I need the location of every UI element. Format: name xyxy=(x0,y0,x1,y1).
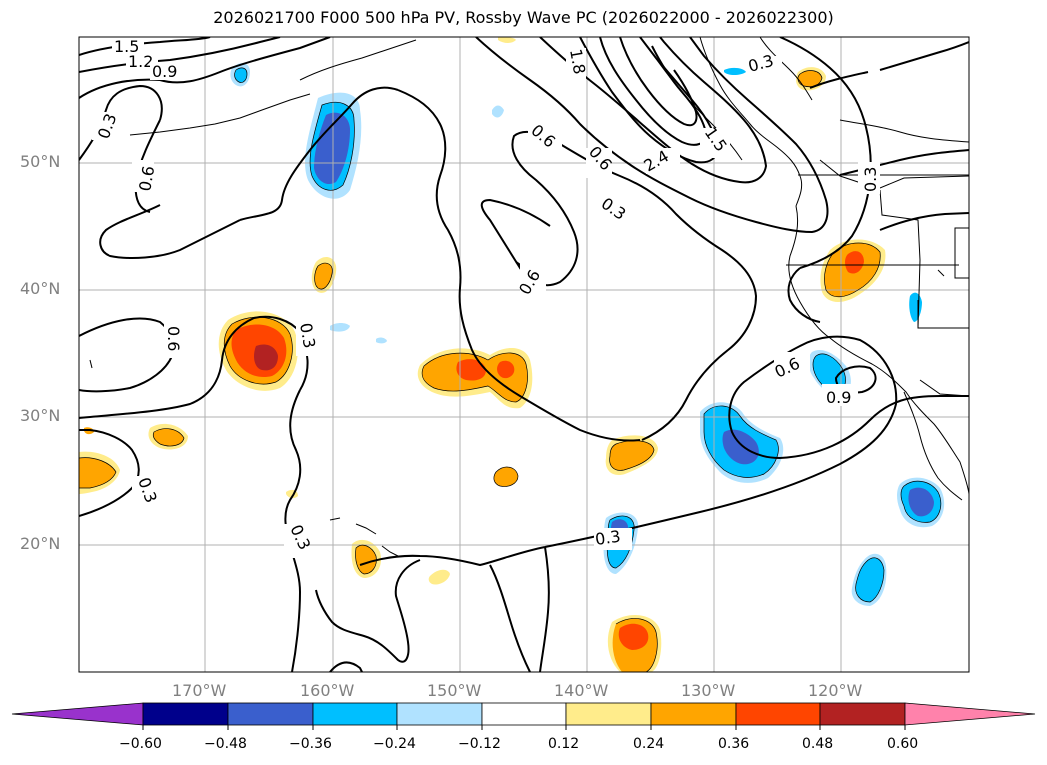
lon-label: 120°W xyxy=(808,681,863,700)
lat-label: 30°N xyxy=(20,406,61,425)
colorbar-tick-label: 0.36 xyxy=(718,736,750,752)
anomaly-fills xyxy=(79,37,945,672)
contour-label: 0.3 xyxy=(594,527,622,549)
contour-label: 1.2 xyxy=(128,52,153,71)
contour-label: 0.3 xyxy=(861,167,880,192)
lon-label: 170°W xyxy=(172,681,227,700)
lon-label: 140°W xyxy=(554,681,609,700)
colorbar-tick-label: 0.12 xyxy=(548,736,580,752)
lat-label: 50°N xyxy=(20,152,61,171)
colorbar xyxy=(11,702,1036,726)
lon-label: 130°W xyxy=(681,681,736,700)
colorbar-tick-label: −0.12 xyxy=(458,736,501,752)
lat-label: 40°N xyxy=(20,279,61,298)
colorbar-tick-label: −0.48 xyxy=(204,736,247,752)
colorbar-tick-label: −0.36 xyxy=(289,736,332,752)
lon-label: 150°W xyxy=(427,681,482,700)
colorbar-tick-label: 0.60 xyxy=(887,736,919,752)
contour-label: 0.9 xyxy=(826,388,851,407)
lon-label: 160°W xyxy=(300,681,355,700)
contour-label: 0.6 xyxy=(135,164,158,192)
colorbar-tick-label: −0.60 xyxy=(119,736,162,752)
colorbar-ticks xyxy=(142,725,906,730)
pv-contours xyxy=(79,37,969,672)
contour-label: 1.5 xyxy=(114,37,139,56)
contour-label: 0.9 xyxy=(152,62,177,81)
plot-frame xyxy=(78,36,970,673)
colorbar-extend-high xyxy=(904,702,1036,726)
colorbar-tick-label: 0.24 xyxy=(633,736,665,752)
colorbar-tick-label: 0.48 xyxy=(802,736,834,752)
contour-label: 1.8 xyxy=(566,47,589,75)
contour-label: 0.6 xyxy=(164,326,183,351)
contour-labels: 1.5 1.2 0.9 0.3 0.6 1.8 0.3 0.6 2.4 1.5 … xyxy=(92,37,880,558)
colorbar-tick-label: −0.24 xyxy=(373,736,416,752)
colorbar-extend-low xyxy=(11,702,144,726)
map-title: 2026021700 F000 500 hPa PV, Rossby Wave … xyxy=(213,8,834,27)
contour-label: 0.3 xyxy=(296,321,319,349)
lat-label: 20°N xyxy=(20,534,61,553)
